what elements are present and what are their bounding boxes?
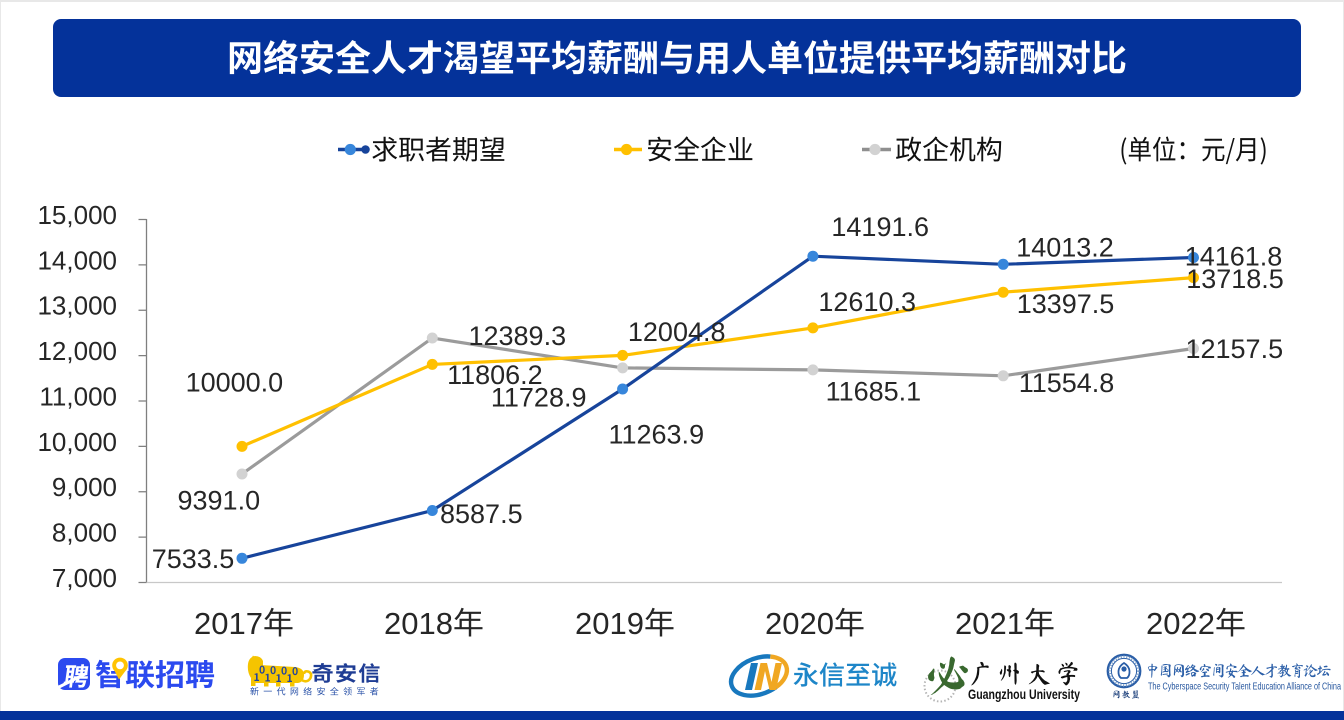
- svg-text:11806.2: 11806.2: [447, 360, 543, 390]
- svg-text:10,000: 10,000: [37, 427, 117, 457]
- svg-text:12389.3: 12389.3: [468, 321, 566, 351]
- svg-text:8587.5: 8587.5: [440, 499, 523, 529]
- svg-text:11728.9: 11728.9: [491, 382, 587, 412]
- svg-text:2019: 2019: [575, 606, 644, 641]
- svg-text:12,000: 12,000: [37, 336, 117, 366]
- svg-text:11685.1: 11685.1: [826, 377, 922, 407]
- svg-text:14191.6: 14191.6: [831, 212, 929, 242]
- svg-text:2020: 2020: [765, 606, 834, 641]
- svg-text:10000.0: 10000.0: [186, 368, 284, 398]
- svg-text:9,000: 9,000: [52, 472, 117, 502]
- svg-text:11554.8: 11554.8: [1019, 368, 1115, 398]
- svg-text:8,000: 8,000: [52, 518, 117, 548]
- svg-text:11,000: 11,000: [39, 381, 117, 411]
- svg-text:13,000: 13,000: [37, 291, 117, 321]
- svg-text:7,000: 7,000: [52, 563, 117, 593]
- svg-text:12610.3: 12610.3: [818, 287, 916, 317]
- svg-text:2017: 2017: [194, 606, 263, 641]
- svg-text:13718.5: 13718.5: [1186, 264, 1284, 294]
- svg-text:14013.2: 14013.2: [1016, 233, 1114, 263]
- svg-text:9391.0: 9391.0: [178, 486, 261, 516]
- svg-text:The Cyberspace Security Talent: The Cyberspace Security Talent Education…: [1148, 682, 1341, 693]
- svg-text:14,000: 14,000: [37, 245, 117, 275]
- svg-text:Guangzhou University: Guangzhou University: [968, 687, 1080, 702]
- svg-text:11263.9: 11263.9: [608, 419, 704, 449]
- svg-text:14161.8: 14161.8: [1185, 242, 1283, 272]
- svg-text:12004.8: 12004.8: [628, 317, 726, 347]
- svg-text:2018: 2018: [384, 606, 453, 641]
- svg-text:12157.5: 12157.5: [1185, 334, 1283, 364]
- svg-text:7533.5: 7533.5: [152, 544, 235, 574]
- svg-text:15,000: 15,000: [37, 200, 117, 230]
- svg-text:13397.5: 13397.5: [1017, 289, 1115, 319]
- svg-text:2022: 2022: [1146, 606, 1215, 641]
- svg-text:2021: 2021: [955, 606, 1024, 641]
